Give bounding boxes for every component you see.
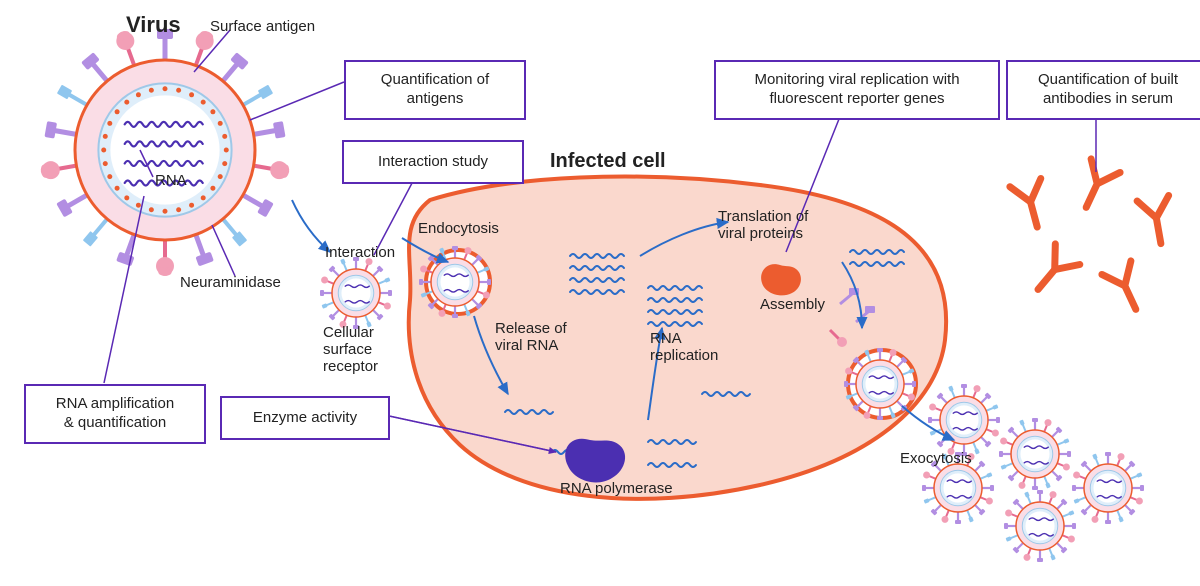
box-rna_amp: RNA amplification & quantification [24,384,206,444]
box-interaction_study: Interaction study [342,140,524,184]
box-quant_antigen: Quantification of antigens [344,60,526,120]
antibody-icon [1102,261,1150,316]
label-receptor: Cellular surface receptor [323,324,378,375]
label-exocytosis: Exocytosis [900,450,972,467]
virion-0 [320,257,392,329]
antibody-icon [1010,178,1053,231]
box-monitor: Monitoring viral replication with fluore… [714,60,1000,120]
virion-7 [1072,452,1144,524]
box-enzyme: Enzyme activity [220,396,390,440]
label-endocytosis: Endocytosis [418,220,499,237]
antibody-icon [1026,244,1080,300]
label-rna: RNA [155,172,187,189]
label-assembly: Assembly [760,296,825,313]
virion-6 [1004,490,1076,562]
title-infected: Infected cell [550,150,666,173]
label-interaction: Interaction [325,244,395,261]
main-virus [41,29,289,276]
label-release: Release of viral RNA [495,320,567,354]
virion-5 [999,418,1071,490]
antibody-icon [1137,195,1177,246]
virion-3 [928,384,1000,456]
label-translation: Translation of viral proteins [718,208,808,242]
virion-1 [419,246,491,318]
box-antibodies: Quantification of built antibodies in se… [1006,60,1200,120]
label-rna_poly: RNA polymerase [560,480,673,497]
label-surface_antigen: Surface antigen [210,18,315,35]
label-neuraminidase: Neuraminidase [180,274,281,291]
label-rna_rep: RNA replication [650,330,718,364]
title-virus: Virus [126,12,181,38]
